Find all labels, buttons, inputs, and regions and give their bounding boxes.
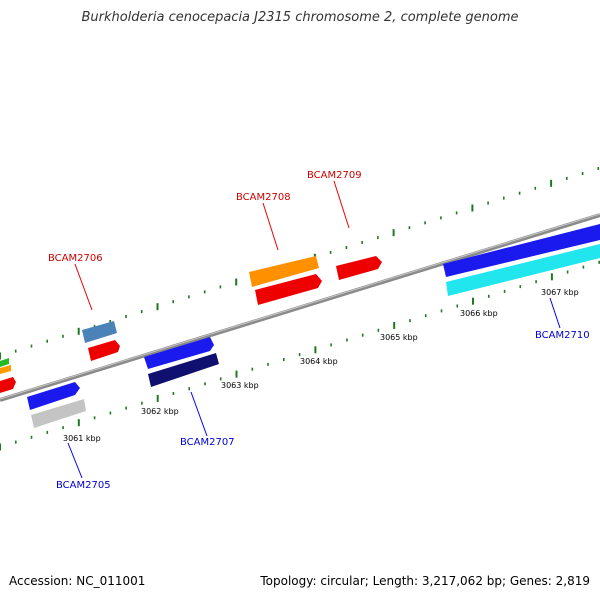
forward-gene-labels: BCAM2706 BCAM2708 BCAM2709: [48, 170, 362, 311]
gene-feature-red-2706[interactable]: [88, 340, 120, 361]
accession-text: Accession: NC_011001: [9, 574, 146, 588]
kbp-label: 3066 kbp: [460, 309, 498, 318]
forward-tick-track: [0, 167, 600, 360]
gene-feature-red-2709[interactable]: [336, 256, 382, 280]
gene-feature-grey-2705[interactable]: [31, 399, 86, 428]
label-leader-line: [262, 202, 279, 251]
gene-feature-blue-2710[interactable]: [443, 224, 600, 277]
kbp-label: 3062 kbp: [141, 407, 179, 416]
reverse-gene-labels: BCAM2705 BCAM2707 BCAM2710: [56, 297, 590, 491]
gene-feature-red-2708[interactable]: [255, 274, 322, 305]
map-title: Burkholderia cenocepacia J2315 chromosom…: [81, 10, 519, 25]
label-leader-line: [190, 391, 208, 437]
gene-feature-orange-2708[interactable]: [249, 256, 319, 287]
chromosome-backbone-highlight: [0, 213, 600, 400]
gene-label-reverse[interactable]: BCAM2710: [535, 330, 590, 341]
label-leader-line: [74, 263, 93, 311]
gene-feature-blue-2707[interactable]: [144, 337, 214, 369]
label-leader-line: [549, 297, 561, 329]
gene-feature-green-edge[interactable]: [0, 358, 9, 367]
kbp-label: 3063 kbp: [221, 381, 259, 390]
gene-feature-steelblue-2706[interactable]: [82, 321, 117, 343]
kbp-label: 3067 kbp: [541, 288, 579, 297]
gene-feature-blue-2705[interactable]: [27, 382, 80, 410]
gene-feature-red-edge[interactable]: [0, 377, 16, 393]
kbp-label: 3064 kbp: [300, 357, 338, 366]
genome-summary-text: Topology: circular; Length: 3,217,062 bp…: [260, 574, 590, 588]
gene-label-reverse[interactable]: BCAM2707: [180, 437, 235, 448]
label-leader-line: [67, 442, 83, 479]
gene-label-forward[interactable]: BCAM2709: [307, 170, 362, 181]
gene-features[interactable]: [0, 224, 600, 428]
gene-label-forward[interactable]: BCAM2708: [236, 192, 291, 203]
kbp-label: 3065 kbp: [380, 333, 418, 342]
reverse-tick-track: [0, 260, 600, 451]
gene-feature-orange-edge[interactable]: [0, 365, 11, 374]
gene-label-forward[interactable]: BCAM2706: [48, 253, 103, 264]
chromosome-backbone: [0, 213, 600, 402]
gene-feature-navy-2707[interactable]: [148, 353, 219, 387]
label-leader-line: [333, 180, 350, 229]
kbp-labels: 3061 kbp 3062 kbp 3063 kbp 3064 kbp 3065…: [63, 288, 579, 443]
kbp-label: 3061 kbp: [63, 434, 101, 443]
gene-label-reverse[interactable]: BCAM2705: [56, 480, 111, 491]
gene-feature-cyan-2710[interactable]: [446, 244, 600, 296]
